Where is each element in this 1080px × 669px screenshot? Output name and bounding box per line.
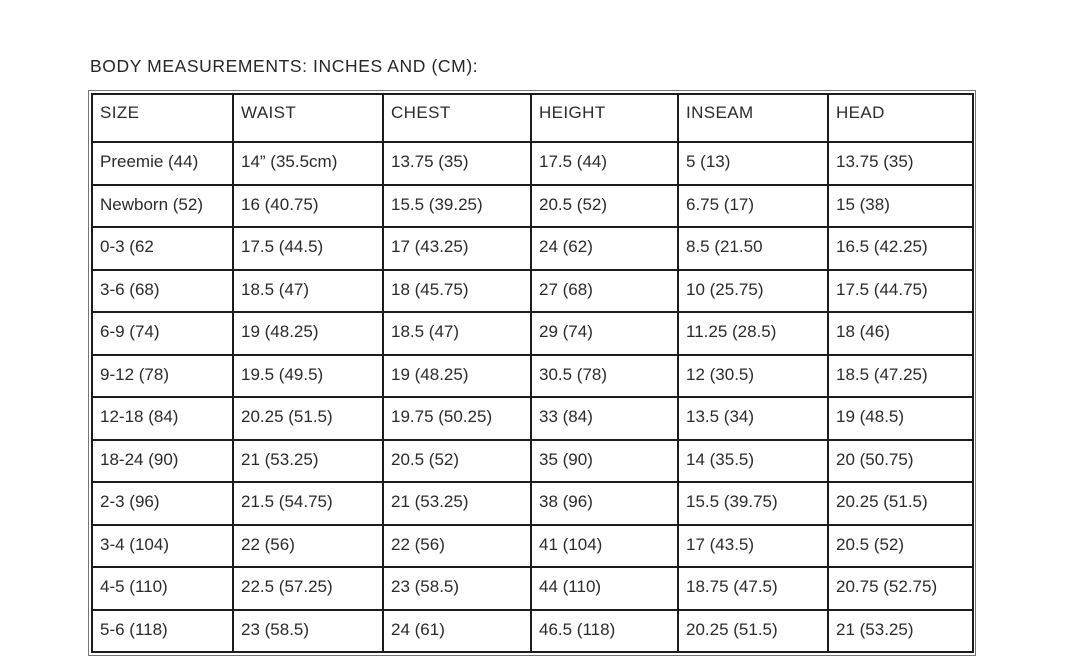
table-cell: 41 (104): [530, 523, 679, 568]
table-cell: 3-6 (68): [91, 268, 234, 313]
table-cell: 6-9 (74): [91, 311, 234, 356]
table-cell: 18.75 (47.5): [677, 566, 829, 611]
table-row: 5-6 (118) 23 (58.5) 24 (61) 46.5 (118) 20.25…: [91, 608, 974, 653]
table-cell: 10 (25.75): [677, 268, 829, 313]
table-cell: 16.5 (42.25): [827, 226, 974, 271]
table-cell: 8.5 (21.50: [677, 226, 829, 271]
table-cell: 4-5 (110): [91, 566, 234, 611]
table-row: 3-6 (68) 18.5 (47) 18 (45.75) 27 (68) 10 (25…: [91, 268, 974, 313]
table-cell: 15.5 (39.75): [677, 481, 829, 526]
table-cell: 18-24 (90): [91, 438, 234, 483]
table-cell: 9-12 (78): [91, 353, 234, 398]
table-cell: 15 (38): [827, 183, 974, 228]
column-header-size: SIZE: [91, 93, 234, 143]
table-cell: 0-3 (62: [91, 226, 234, 271]
table-cell: 21.5 (54.75): [232, 481, 384, 526]
table-cell: 18 (45.75): [382, 268, 532, 313]
table-cell: 19 (48.25): [232, 311, 384, 356]
table-row: 2-3 (96) 21.5 (54.75) 21 (53.25) 38 (96) 15.…: [91, 481, 974, 526]
table-cell: 20.25 (51.5): [827, 481, 974, 526]
table-cell: 27 (68): [530, 268, 679, 313]
column-header-waist: WAIST: [232, 93, 384, 143]
table-cell: 38 (96): [530, 481, 679, 526]
table-cell: 18.5 (47): [382, 311, 532, 356]
table-cell: 21 (53.25): [382, 481, 532, 526]
table-cell: 16 (40.75): [232, 183, 384, 228]
table-row: 18-24 (90) 21 (53.25) 20.5 (52) 35 (90) 14 (…: [91, 438, 974, 483]
table-cell: 11.25 (28.5): [677, 311, 829, 356]
table-row: 4-5 (110) 22.5 (57.25) 23 (58.5) 44 (110) 18…: [91, 566, 974, 611]
table-row: Preemie (44) 14” (35.5cm) 13.75 (35) 17.5 (…: [91, 141, 974, 186]
table-cell: 17.5 (44): [530, 141, 679, 186]
table-cell: 14 (35.5): [677, 438, 829, 483]
table-body: Preemie (44) 14” (35.5cm) 13.75 (35) 17.5 (…: [91, 141, 974, 653]
table-cell: 20.5 (52): [382, 438, 532, 483]
table-cell: 24 (61): [382, 608, 532, 653]
header-row: SIZE WAIST CHEST HEIGHT INSEAM HEAD: [91, 93, 974, 143]
table-cell: 20.75 (52.75): [827, 566, 974, 611]
table-cell: 44 (110): [530, 566, 679, 611]
table-cell: 20 (50.75): [827, 438, 974, 483]
table-row: 3-4 (104) 22 (56) 22 (56) 41 (104) 17 (43.5)…: [91, 523, 974, 568]
table-cell: 17.5 (44.5): [232, 226, 384, 271]
table-cell: 46.5 (118): [530, 608, 679, 653]
table-cell: 13.5 (34): [677, 396, 829, 441]
table-cell: 20.25 (51.5): [232, 396, 384, 441]
table-cell: 22 (56): [232, 523, 384, 568]
table-cell: 33 (84): [530, 396, 679, 441]
table-cell: 19.75 (50.25): [382, 396, 532, 441]
table-cell: 18.5 (47): [232, 268, 384, 313]
column-header-inseam: INSEAM: [677, 93, 829, 143]
table-cell: 24 (62): [530, 226, 679, 271]
table-cell: 20.5 (52): [827, 523, 974, 568]
table-cell: 19.5 (49.5): [232, 353, 384, 398]
table-cell: 3-4 (104): [91, 523, 234, 568]
table-cell: 13.75 (35): [827, 141, 974, 186]
table-cell: 18.5 (47.25): [827, 353, 974, 398]
table-row: 6-9 (74) 19 (48.25) 18.5 (47) 29 (74) 11.25 …: [91, 311, 974, 356]
page-title: BODY MEASUREMENTS: INCHES AND (CM):: [90, 56, 479, 76]
table-cell: 6.75 (17): [677, 183, 829, 228]
table-cell: 18 (46): [827, 311, 974, 356]
table-row: 9-12 (78) 19.5 (49.5) 19 (48.25) 30.5 (78) 1…: [91, 353, 974, 398]
column-header-head: HEAD: [827, 93, 974, 143]
table-cell: Newborn (52): [91, 183, 234, 228]
table-cell: 23 (58.5): [232, 608, 384, 653]
measurements-table: SIZE WAIST CHEST HEIGHT INSEAM HEAD Preemie (…: [91, 93, 974, 653]
table-cell: 17 (43.5): [677, 523, 829, 568]
table-cell: 20.25 (51.5): [677, 608, 829, 653]
table-cell: 15.5 (39.25): [382, 183, 532, 228]
table-cell: Preemie (44): [91, 141, 234, 186]
table-cell: 13.75 (35): [382, 141, 532, 186]
table-cell: 5 (13): [677, 141, 829, 186]
table-cell: 12-18 (84): [91, 396, 234, 441]
table-cell: 30.5 (78): [530, 353, 679, 398]
table-row: 12-18 (84) 20.25 (51.5) 19.75 (50.25) 33 (8…: [91, 396, 974, 441]
table-cell: 21 (53.25): [232, 438, 384, 483]
table-frame: SIZE WAIST CHEST HEIGHT INSEAM HEAD Preemie (…: [88, 90, 976, 656]
table-cell: 23 (58.5): [382, 566, 532, 611]
table-cell: 20.5 (52): [530, 183, 679, 228]
table-cell: 19 (48.25): [382, 353, 532, 398]
table-row: Newborn (52) 16 (40.75) 15.5 (39.25) 20.5 (…: [91, 183, 974, 228]
table-cell: 22.5 (57.25): [232, 566, 384, 611]
table-cell: 19 (48.5): [827, 396, 974, 441]
column-header-chest: CHEST: [382, 93, 532, 143]
column-header-height: HEIGHT: [530, 93, 679, 143]
table-cell: 14” (35.5cm): [232, 141, 384, 186]
table-cell: 29 (74): [530, 311, 679, 356]
table-row: 0-3 (62 17.5 (44.5) 17 (43.25) 24 (62) 8.5 (…: [91, 226, 974, 271]
table-cell: 12 (30.5): [677, 353, 829, 398]
table-cell: 17 (43.25): [382, 226, 532, 271]
table-cell: 2-3 (96): [91, 481, 234, 526]
table-cell: 5-6 (118): [91, 608, 234, 653]
table-cell: 17.5 (44.75): [827, 268, 974, 313]
table-cell: 22 (56): [382, 523, 532, 568]
table-cell: 35 (90): [530, 438, 679, 483]
table-cell: 21 (53.25): [827, 608, 974, 653]
